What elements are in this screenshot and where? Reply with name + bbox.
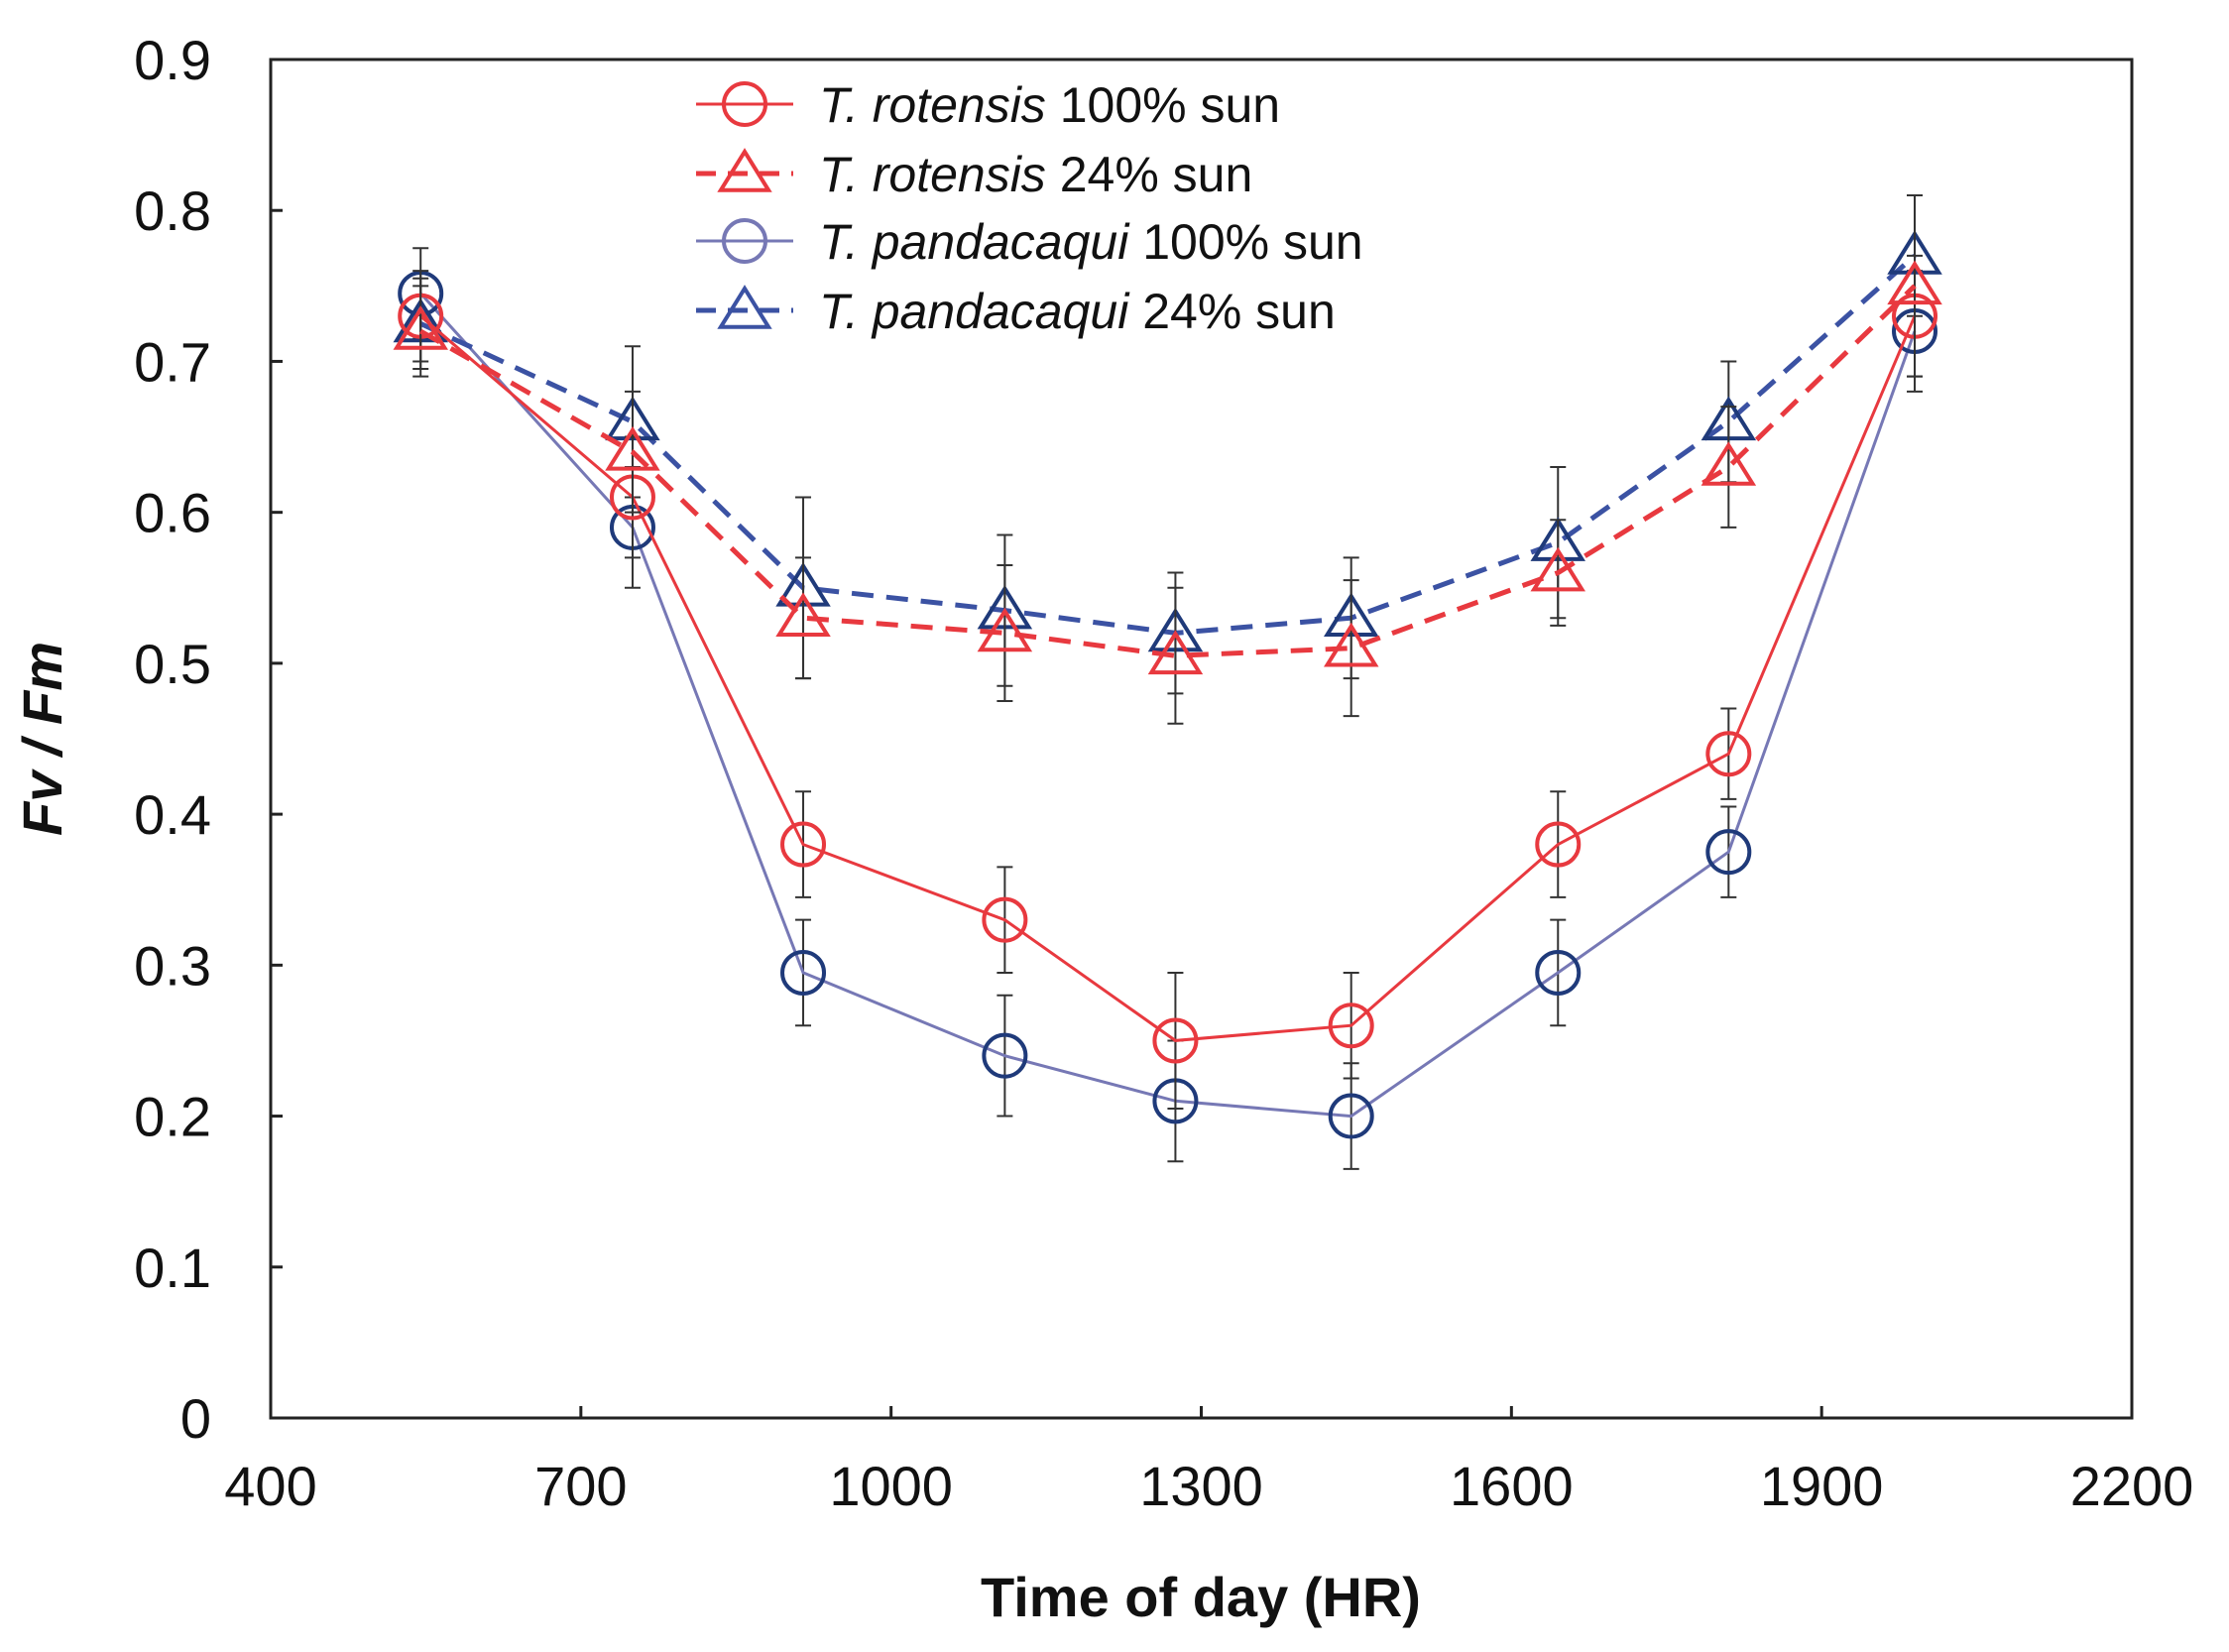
legend-treatment: 24% sun xyxy=(1142,284,1336,339)
legend-label: T. pandacaqui 24% sun xyxy=(819,284,1336,339)
x-tick-label: 1600 xyxy=(1450,1455,1574,1517)
series-0 xyxy=(398,254,1938,1110)
x-tick-label: 2200 xyxy=(2070,1455,2194,1517)
x-tick-label: 1000 xyxy=(829,1455,953,1517)
legend-space xyxy=(1046,77,1060,133)
y-tick-label: 0.5 xyxy=(134,633,211,695)
x-axis-ticks: 400 700 1000 1300 1600 1900 2200 xyxy=(224,1406,2193,1517)
legend-space xyxy=(1128,284,1142,339)
data-point xyxy=(1328,1093,1374,1139)
legend-item: T. rotensis 24% sun xyxy=(696,147,1252,202)
x-tick-label: 700 xyxy=(534,1455,627,1517)
legend-marker xyxy=(717,285,772,329)
legend-species: T. pandacaqui xyxy=(819,284,1130,339)
y-tick-label: 0.6 xyxy=(134,482,211,544)
y-tick-label: 0.8 xyxy=(134,179,211,242)
legend-marker xyxy=(722,218,767,264)
y-axis-title: Fv / Fm xyxy=(11,642,73,836)
data-point xyxy=(780,821,827,868)
series-1 xyxy=(393,194,1942,725)
legend-treatment: 100% sun xyxy=(1142,214,1362,270)
series-line xyxy=(419,314,1917,1042)
legend-label: T. pandacaqui 100% sun xyxy=(819,214,1363,270)
data-point xyxy=(1535,821,1582,868)
legend-treatment: 100% sun xyxy=(1060,77,1280,133)
x-tick-label: 1900 xyxy=(1760,1455,1884,1517)
series-2 xyxy=(398,247,1938,1170)
data-point xyxy=(1324,622,1379,667)
legend-item: T. pandacaqui 24% sun xyxy=(696,284,1336,339)
y-axis-ticks: 0 0.1 0.2 0.3 0.4 0.5 0.6 0.7 0.8 0.9 xyxy=(134,29,283,1450)
legend-label: T. rotensis 24% sun xyxy=(819,147,1252,202)
data-point xyxy=(1705,731,1752,777)
data-point xyxy=(1535,949,1582,996)
data-point xyxy=(1152,1017,1199,1064)
y-tick-label: 0.7 xyxy=(134,330,211,393)
y-tick-label: 0.9 xyxy=(134,29,211,91)
legend-label: T. rotensis 100% sun xyxy=(819,77,1280,133)
y-tick-label: 0.1 xyxy=(134,1237,211,1299)
data-point xyxy=(775,592,831,637)
x-tick-label: 400 xyxy=(224,1455,316,1517)
data-point xyxy=(1530,546,1585,592)
series-3 xyxy=(393,194,1942,695)
y-tick-label: 0.2 xyxy=(134,1086,211,1148)
data-point xyxy=(982,896,1028,943)
legend-species: T. rotensis xyxy=(819,147,1046,202)
legend-treatment: 24% sun xyxy=(1060,147,1253,202)
data-point xyxy=(1328,1003,1374,1049)
data-point xyxy=(605,425,660,471)
data-point xyxy=(1887,260,1942,305)
x-axis-title: Time of day (HR) xyxy=(981,1566,1421,1628)
series-line xyxy=(418,284,1917,658)
y-tick-label: 0.3 xyxy=(134,934,211,997)
y-tick-label: 0 xyxy=(180,1387,211,1450)
series-layer xyxy=(393,194,1942,1170)
data-point xyxy=(393,305,448,350)
data-point xyxy=(1705,829,1752,876)
data-point xyxy=(982,1032,1028,1079)
data-point xyxy=(780,949,827,996)
data-point xyxy=(977,607,1033,652)
x-tick-label: 1300 xyxy=(1139,1455,1263,1517)
data-point xyxy=(1701,441,1757,486)
y-tick-label: 0.4 xyxy=(134,783,211,846)
legend-marker xyxy=(722,81,767,127)
legend-item: T. pandacaqui 100% sun xyxy=(696,214,1363,270)
legend-space xyxy=(1128,214,1142,270)
legend-species: T. pandacaqui xyxy=(819,214,1130,270)
legend-space xyxy=(1046,147,1060,202)
data-point xyxy=(1147,630,1204,675)
legend-marker xyxy=(717,148,772,192)
legend-item: T. rotensis 100% sun xyxy=(696,77,1280,133)
legend-species: T. rotensis xyxy=(819,77,1046,133)
